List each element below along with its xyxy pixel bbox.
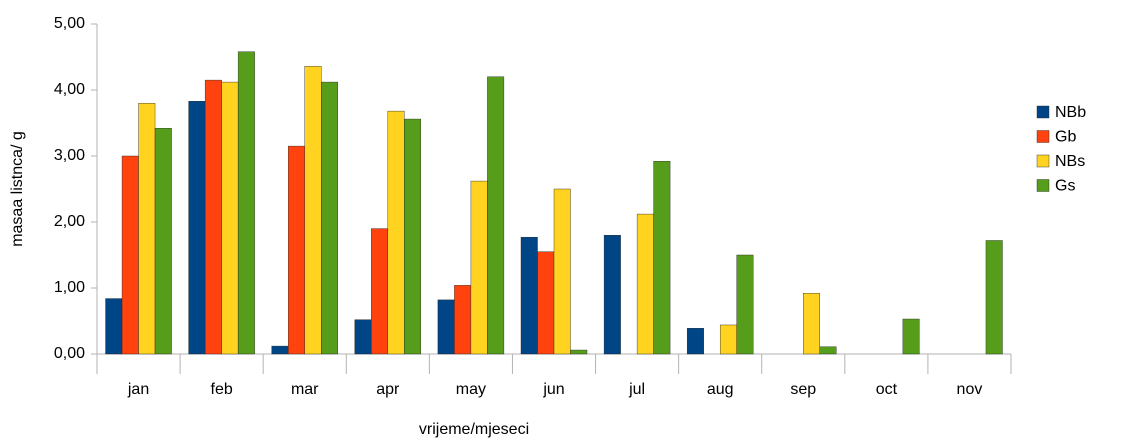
bar bbox=[321, 81, 338, 355]
bar bbox=[221, 81, 239, 355]
bar bbox=[204, 79, 222, 355]
bar bbox=[371, 228, 389, 355]
legend-label: NBs bbox=[1055, 153, 1085, 170]
bar bbox=[686, 328, 704, 355]
x-tick-label: mar bbox=[291, 381, 319, 398]
bar bbox=[520, 236, 538, 355]
legend-swatch bbox=[1036, 154, 1050, 168]
bar bbox=[154, 128, 172, 355]
x-tick-label: jun bbox=[542, 381, 564, 398]
x-tick-label: aug bbox=[707, 381, 734, 398]
x-tick-label: jan bbox=[127, 381, 149, 398]
x-tick-label: jul bbox=[628, 381, 645, 398]
bar bbox=[537, 251, 555, 355]
x-tick-label: sep bbox=[790, 381, 816, 398]
bar bbox=[387, 110, 405, 355]
bar bbox=[138, 102, 156, 355]
bar bbox=[603, 234, 621, 355]
bar bbox=[736, 254, 754, 355]
x-tick-label: oct bbox=[876, 381, 898, 398]
bar bbox=[553, 188, 571, 355]
bar bbox=[354, 319, 372, 355]
bar bbox=[819, 346, 837, 355]
legend-label: Gb bbox=[1055, 129, 1076, 146]
x-tick-label: nov bbox=[957, 381, 983, 398]
x-tick-label: feb bbox=[211, 381, 233, 398]
x-tick-label: may bbox=[456, 381, 486, 398]
bar bbox=[487, 76, 505, 355]
bar bbox=[902, 318, 920, 355]
bar bbox=[404, 118, 422, 355]
legend-label: NBb bbox=[1055, 104, 1086, 121]
y-tick-label: 2,00 bbox=[54, 213, 85, 230]
bar bbox=[121, 155, 139, 355]
bar bbox=[304, 66, 322, 355]
y-tick-label: 1,00 bbox=[54, 279, 85, 296]
bar bbox=[105, 298, 123, 355]
y-tick-label: 4,00 bbox=[54, 81, 85, 98]
bar bbox=[803, 293, 820, 355]
y-tick-label: 0,00 bbox=[54, 345, 85, 362]
legend-swatch bbox=[1036, 130, 1050, 143]
bar bbox=[470, 180, 488, 355]
y-axis-label: masaa listnca/ g bbox=[9, 131, 26, 247]
bar bbox=[636, 213, 654, 355]
bar bbox=[454, 285, 472, 355]
bar bbox=[437, 299, 455, 355]
y-tick-label: 5,00 bbox=[54, 15, 85, 32]
bar bbox=[719, 324, 737, 355]
bar bbox=[188, 101, 206, 355]
legend-swatch bbox=[1036, 179, 1050, 192]
bar bbox=[653, 161, 671, 355]
x-tick-label: apr bbox=[376, 381, 400, 398]
y-tick-label: 3,00 bbox=[54, 147, 85, 164]
legend-swatch bbox=[1036, 105, 1050, 119]
bar bbox=[570, 349, 588, 355]
x-axis-label: vrijeme/mjeseci bbox=[419, 421, 529, 438]
bar bbox=[985, 240, 1003, 355]
legend-label: Gs bbox=[1055, 178, 1075, 195]
bar bbox=[271, 345, 289, 355]
bar bbox=[237, 51, 255, 355]
bar bbox=[288, 145, 305, 355]
